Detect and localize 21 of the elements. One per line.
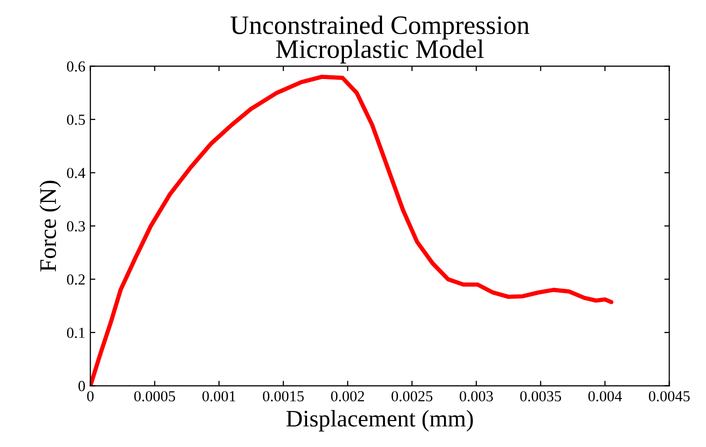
x-tick-label: 0.0035 [520,391,562,402]
x-tick-label: 0.0015 [262,391,304,402]
y-tick-label: 0 [78,380,85,392]
y-tick-label: 0.3 [66,221,85,232]
x-tick-label: 0.004 [588,391,622,402]
chart-title: Unconstrained Compression Microplastic Model [230,16,530,64]
x-tick-label: 0.0005 [134,391,176,402]
y-axis-title: Force (N) [39,180,61,272]
x-tick-label: 0.0045 [648,391,690,402]
y-tick-label: 0.6 [66,61,86,72]
y-tick-label: 0.1 [66,328,85,338]
x-tick-label: 0.001 [202,391,236,402]
y-tick-label: 0.5 [66,114,85,125]
y-tick-label: 0.4 [66,168,86,178]
x-tick-label: 0 [87,391,94,402]
line-series [90,74,614,386]
y-tick-label: 0.2 [66,274,85,285]
x-tick-label: 0.003 [460,391,493,402]
x-tick-label: 0.002 [331,391,364,402]
x-tick-label: 0.0025 [392,391,432,402]
x-axis-title: Displacement (mm) [286,410,473,432]
